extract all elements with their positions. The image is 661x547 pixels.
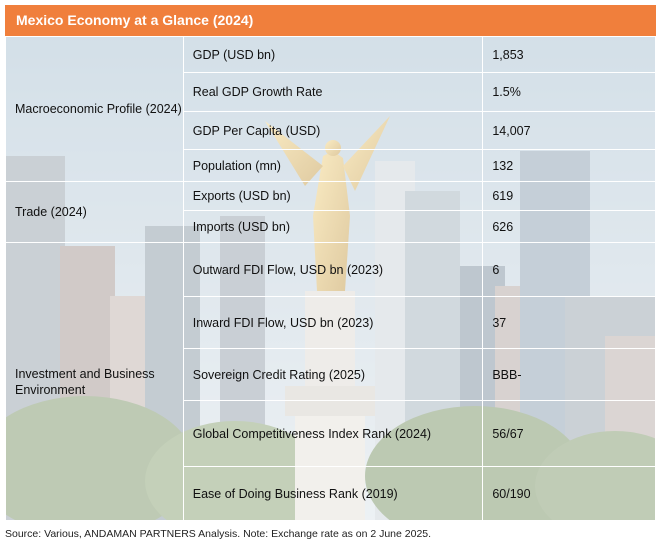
table-row: Macroeconomic Profile (2024) GDP (USD bn…: [5, 36, 656, 182]
category-trade: Trade (2024): [5, 181, 184, 243]
table-row: Imports (USD bn) 626: [6, 210, 656, 243]
table-row: Global Competitiveness Index Rank (2024)…: [6, 400, 656, 467]
row-value: BBB-: [482, 348, 656, 401]
category-investment-business: Investment and Business Environment: [5, 242, 184, 520]
row-value: 132: [482, 149, 656, 182]
table-row: Inward FDI Flow, USD bn (2023) 37: [6, 296, 656, 349]
row-label: Ease of Doing Business Rank (2019): [182, 466, 484, 520]
category-macroeconomic-profile: Macroeconomic Profile (2024): [5, 36, 184, 182]
row-label: GDP Per Capita (USD): [182, 111, 484, 150]
row-value: 14,007: [482, 111, 656, 150]
table-row: Trade (2024) Exports (USD bn) 619: [5, 181, 656, 243]
table-row: GDP Per Capita (USD) 14,007: [6, 111, 656, 150]
source-note: Source: Various, ANDAMAN PARTNERS Analys…: [5, 528, 432, 540]
row-label: Global Competitiveness Index Rank (2024): [182, 400, 484, 467]
table-row: Ease of Doing Business Rank (2019) 60/19…: [6, 466, 656, 520]
table-row: Sovereign Credit Rating (2025) BBB-: [6, 348, 656, 401]
row-value: 619: [482, 181, 656, 211]
row-value: 1.5%: [482, 72, 656, 112]
economy-table-card: Mexico Economy at a Glance (2024) Macroe…: [5, 5, 656, 520]
row-value: 56/67: [482, 400, 656, 467]
table-title: Mexico Economy at a Glance (2024): [5, 5, 656, 36]
row-label: GDP (USD bn): [182, 36, 484, 73]
row-label: Population (mn): [182, 149, 484, 182]
row-label: Inward FDI Flow, USD bn (2023): [182, 296, 484, 349]
row-label: Real GDP Growth Rate: [182, 72, 484, 112]
table-row: Real GDP Growth Rate 1.5%: [6, 72, 656, 112]
economy-table: Macroeconomic Profile (2024) GDP (USD bn…: [5, 36, 656, 520]
row-label: Exports (USD bn): [182, 181, 484, 211]
row-value: 6: [482, 242, 656, 297]
table-row: Investment and Business Environment Outw…: [5, 242, 656, 520]
table-row: Population (mn) 132: [6, 149, 656, 182]
row-value: 626: [482, 210, 656, 243]
row-label: Sovereign Credit Rating (2025): [182, 348, 484, 401]
row-value: 60/190: [482, 466, 656, 520]
row-value: 37: [482, 296, 656, 349]
row-label: Imports (USD bn): [182, 210, 484, 243]
row-label: Outward FDI Flow, USD bn (2023): [182, 242, 484, 297]
row-value: 1,853: [482, 36, 656, 73]
